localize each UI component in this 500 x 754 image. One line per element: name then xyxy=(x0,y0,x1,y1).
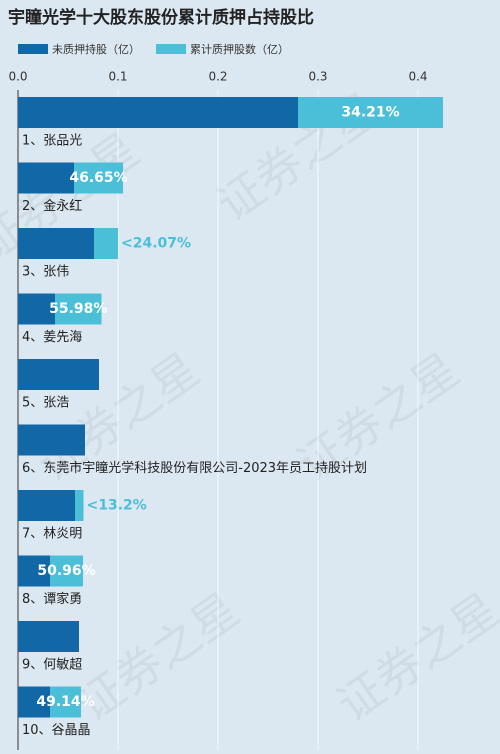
x-tick-label: 0.2 xyxy=(208,70,227,84)
value-label: 34.21% xyxy=(341,105,399,121)
legend-label: 未质押持股（亿） xyxy=(52,42,140,56)
category-label: 2、金永红 xyxy=(22,198,82,214)
bar-segment xyxy=(298,97,443,128)
bar-segment xyxy=(18,424,85,456)
chart-title: 宇瞳光学十大股东股份累计质押占持股比 xyxy=(8,7,314,28)
legend-label: 累计质押股数（亿） xyxy=(190,42,289,56)
bar-segment xyxy=(50,555,83,587)
category-label: 7、林炎明 xyxy=(22,527,82,542)
bar-segment xyxy=(18,555,50,587)
bar-segment xyxy=(18,162,74,194)
value-label: <24.07% xyxy=(121,236,191,252)
bar-segment xyxy=(50,686,81,718)
value-label: 50.96% xyxy=(37,563,95,579)
legend-swatch xyxy=(156,44,186,54)
value-label: 46.65% xyxy=(69,170,127,186)
category-label: 8、谭家勇 xyxy=(22,591,82,607)
x-tick-label: 0.3 xyxy=(308,70,327,84)
category-label: 1、张品光 xyxy=(22,134,82,149)
value-label: 55.98% xyxy=(49,301,107,317)
x-tick-label: 0.4 xyxy=(408,70,427,84)
bar-segment xyxy=(18,686,50,718)
bar-segment xyxy=(55,293,102,325)
category-label: 6、东莞市宇瞳光学科技股份有限公司-2023年员工持股计划 xyxy=(22,460,367,476)
bar-segment xyxy=(18,621,79,652)
x-tick-label: 0.1 xyxy=(108,70,127,84)
category-label: 3、张伟 xyxy=(22,265,69,280)
bar-segment xyxy=(18,228,94,259)
legend-swatch xyxy=(18,44,48,54)
x-tick-label: 0.0 xyxy=(8,70,27,84)
category-label: 10、谷晶晶 xyxy=(22,723,91,738)
bar-segment xyxy=(75,490,84,521)
bar-segment xyxy=(18,97,298,128)
bar-segment xyxy=(18,293,55,325)
bar-segment xyxy=(18,490,75,521)
bar-segment xyxy=(18,359,99,390)
bar-segment xyxy=(74,162,123,194)
bar-segment xyxy=(94,228,118,259)
category-label: 4、姜先海 xyxy=(22,330,82,345)
category-label: 9、何敏超 xyxy=(22,657,82,673)
value-label: <13.2% xyxy=(87,498,147,514)
value-label: 49.14% xyxy=(36,694,94,710)
category-label: 5、张浩 xyxy=(22,396,69,411)
